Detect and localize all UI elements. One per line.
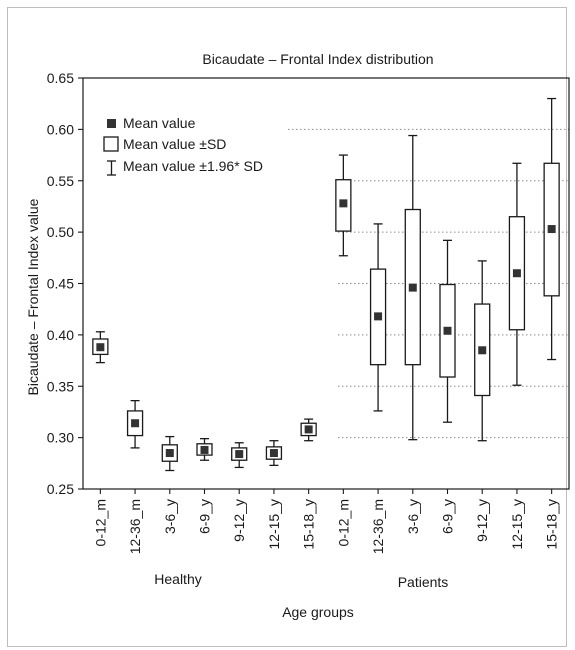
mean-marker <box>165 449 174 458</box>
legend-ci-label: Mean value ±1.96* SD <box>123 158 263 174</box>
y-tick-label: 0.55 <box>47 173 74 189</box>
y-tick-label: 0.35 <box>47 378 74 394</box>
legend-sd-label: Mean value ±SD <box>123 136 226 152</box>
mean-marker <box>304 425 313 434</box>
x-tick-label: 12-15_y <box>266 499 282 550</box>
box-patients-9-12_y <box>474 260 491 442</box>
x-tick-label: 12-15_y <box>509 499 525 550</box>
x-tick-label: 15-18_y <box>544 499 560 550</box>
y-axis-ticks: 0.25 0.30 0.35 0.40 0.45 0.50 0.55 0.60 0.65 <box>47 70 83 497</box>
plot-area <box>82 77 570 490</box>
mean-marker <box>235 450 244 459</box>
grid-lines <box>288 128 569 439</box>
legend-ci-marker <box>107 160 116 176</box>
x-tick-label: 0-12_m <box>92 499 108 546</box>
mean-marker <box>269 449 278 458</box>
box-healthy-12-36_m <box>126 399 144 449</box>
legend: Mean value Mean value ±SD Mean value ±1.… <box>103 115 263 176</box>
mean-marker <box>374 312 383 321</box>
x-axis-label: Age groups <box>282 604 354 620</box>
figure-frame <box>7 7 567 647</box>
box-healthy-0-12_m <box>92 331 109 364</box>
group-label-healthy: Healthy <box>154 571 201 587</box>
y-tick-label: 0.60 <box>47 121 74 137</box>
y-axis-label: Bicaudate – Frontal Index value <box>25 198 41 395</box>
mean-marker <box>339 199 348 208</box>
box-patients-6-9_y <box>439 239 456 423</box>
x-tick-label: 3-6_y <box>405 499 421 534</box>
mean-marker <box>96 343 105 352</box>
x-tick-label: 6-9_y <box>440 499 456 534</box>
x-tick-label: 15-18_y <box>301 499 317 550</box>
box-healthy-6-9_y <box>196 438 213 461</box>
mean-marker <box>547 225 556 234</box>
y-tick-label: 0.50 <box>47 224 74 240</box>
box-healthy-3-6_y <box>161 435 178 472</box>
y-tick-label: 0.40 <box>47 327 74 343</box>
x-tick-label: 12-36_m <box>370 499 386 554</box>
mean-marker <box>131 419 140 428</box>
mean-marker <box>478 346 487 355</box>
group-label-patients: Patients <box>398 574 449 590</box>
y-tick-label: 0.25 <box>47 481 74 497</box>
box-series <box>92 97 560 472</box>
box-patients-3-6_y <box>404 134 421 441</box>
x-tick-label: 9-12_y <box>474 499 490 542</box>
box-patients-0-12_m <box>335 154 352 257</box>
box-patients-15-18_y <box>543 97 560 361</box>
box-healthy-9-12_y <box>231 442 248 469</box>
box-healthy-12-15_y <box>265 440 283 467</box>
chart-title: Bicaudate – Frontal Index distribution <box>202 51 433 67</box>
box-patients-12-15_y <box>508 162 526 386</box>
mean-marker <box>200 445 209 454</box>
x-tick-label: 6-9_y <box>197 499 213 534</box>
y-tick-label: 0.30 <box>47 430 74 446</box>
mean-marker <box>408 283 417 292</box>
legend-mean-label: Mean value <box>123 115 196 131</box>
x-tick-label: 3-6_y <box>162 499 178 534</box>
mean-marker <box>443 326 452 335</box>
x-tick-label: 0-12_m <box>335 499 351 546</box>
mean-marker <box>512 269 521 278</box>
x-axis-ticks: 0-12_m 12-36_m 3-6_y 6-9_y 9-12_y 12-15_y 15-1… <box>92 489 560 554</box>
y-tick-label: 0.45 <box>47 276 74 292</box>
box-patients-12-36_m <box>369 223 387 412</box>
y-tick-label: 0.65 <box>47 70 74 86</box>
x-tick-label: 9-12_y <box>231 499 247 542</box>
box-healthy-15-18_y <box>300 418 317 442</box>
legend-mean-marker <box>107 119 116 128</box>
legend-sd-marker <box>103 136 119 152</box>
x-tick-label: 12-36_m <box>127 499 143 554</box>
